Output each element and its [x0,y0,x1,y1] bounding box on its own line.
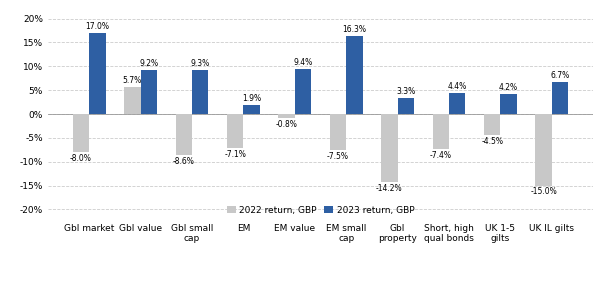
Bar [449,93,465,114]
Bar [432,114,449,149]
Text: 17.0%: 17.0% [86,22,110,31]
Text: 3.3%: 3.3% [396,87,416,96]
Text: -0.8%: -0.8% [276,120,298,129]
Bar [124,87,141,114]
Bar [227,114,243,148]
Bar [500,94,517,114]
Text: 9.4%: 9.4% [294,58,313,67]
Bar [141,70,157,114]
Bar [89,33,105,114]
Bar [243,105,260,114]
Text: -14.2%: -14.2% [376,184,403,193]
Bar [279,114,295,118]
Text: 6.7%: 6.7% [550,71,570,80]
Text: 5.7%: 5.7% [123,76,142,85]
Legend: 2022 return, GBP, 2023 return, GBP: 2022 return, GBP, 2023 return, GBP [223,202,418,219]
Text: -15.0%: -15.0% [530,187,557,196]
Text: 16.3%: 16.3% [343,26,367,34]
Text: 9.3%: 9.3% [190,59,210,68]
Text: -7.4%: -7.4% [429,151,452,160]
Text: -8.6%: -8.6% [173,157,195,166]
Bar [381,114,398,182]
Bar [346,36,362,114]
Text: 4.2%: 4.2% [499,83,518,92]
Text: 1.9%: 1.9% [242,94,261,103]
Text: -4.5%: -4.5% [481,137,503,146]
Bar [398,98,414,114]
Bar [176,114,192,155]
Bar [72,114,89,152]
Bar [329,114,346,150]
Text: -7.5%: -7.5% [327,152,349,161]
Text: -7.1%: -7.1% [224,150,246,159]
Text: 9.2%: 9.2% [139,59,158,68]
Text: 4.4%: 4.4% [447,82,467,91]
Bar [295,69,311,114]
Bar [192,70,208,114]
Bar [536,114,552,185]
Text: -8.0%: -8.0% [70,154,92,163]
Bar [552,82,568,114]
Bar [484,114,500,136]
